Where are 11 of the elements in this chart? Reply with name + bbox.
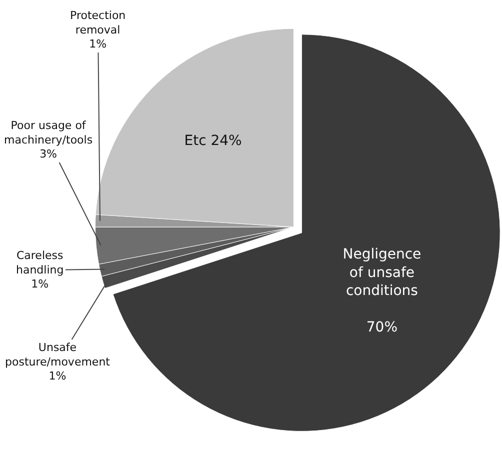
slice-label: Poor usage of machinery/tools	[4, 119, 93, 146]
slice-label: Etc 24%	[184, 133, 242, 150]
slice-label: Careless handling	[16, 249, 64, 276]
data-label: 70%	[366, 320, 398, 336]
data-label: 1%	[48, 370, 66, 383]
data-label: 3%	[40, 148, 58, 161]
data-label: 1%	[31, 278, 49, 291]
data-label: 1%	[89, 38, 107, 51]
slice-label: Protection removal	[70, 9, 126, 36]
slice-label: Unsafe posture/movement	[5, 341, 111, 368]
slice-label: Negligence of unsafe conditions	[342, 246, 422, 300]
